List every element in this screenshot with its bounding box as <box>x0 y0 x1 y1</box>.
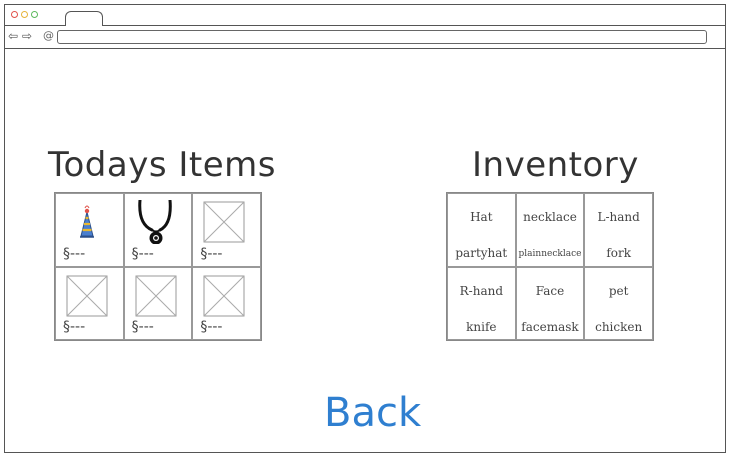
slot-value: partyhat <box>455 246 508 260</box>
slot-category: R-hand <box>459 283 504 298</box>
shop-item[interactable]: §--- <box>55 266 124 340</box>
item-price: §--- <box>63 319 86 335</box>
slot-category: Face <box>535 283 565 298</box>
navigation-bar: ⇦ ⇨ @ <box>5 26 725 49</box>
item-price: §--- <box>63 245 86 262</box>
maximize-window-button[interactable] <box>31 11 38 18</box>
inventory-slot-l-hand[interactable]: L-hand fork <box>584 193 653 267</box>
todays-items-grid: §--- §--- §--- §--- §--- <box>54 192 262 341</box>
forward-arrow-icon[interactable]: ⇨ <box>22 29 33 43</box>
slot-value: knife <box>466 319 497 334</box>
item-price: §--- <box>200 245 223 262</box>
browser-tab[interactable] <box>65 11 103 26</box>
title-bar <box>5 5 725 26</box>
close-window-button[interactable] <box>11 11 18 18</box>
inventory-grid: Hat partyhat necklace plainnecklace L-ha… <box>446 192 654 341</box>
shop-item[interactable]: §--- <box>123 266 193 340</box>
image-placeholder-icon <box>203 275 245 316</box>
todays-items-title: Todays Items <box>48 145 276 185</box>
item-price: §--- <box>131 319 154 335</box>
image-placeholder-icon <box>66 275 108 316</box>
url-input[interactable] <box>57 30 707 44</box>
image-placeholder-icon <box>135 275 177 316</box>
minimize-window-button[interactable] <box>21 11 28 18</box>
shop-item[interactable]: §--- <box>123 193 193 267</box>
necklace-icon <box>137 200 172 244</box>
back-arrow-icon[interactable]: ⇦ <box>8 29 19 43</box>
slot-category: necklace <box>523 210 577 224</box>
slot-category: pet <box>608 283 629 298</box>
inventory-slot-hat[interactable]: Hat partyhat <box>447 193 516 267</box>
item-price: §--- <box>131 245 154 262</box>
back-button[interactable]: Back <box>324 390 422 436</box>
slot-category: Hat <box>470 210 493 224</box>
slot-category: L-hand <box>597 210 640 224</box>
slot-value: facemask <box>521 319 579 334</box>
shop-item[interactable]: §--- <box>192 266 261 340</box>
slot-value: fork <box>606 246 631 260</box>
slot-value: plainnecklace <box>518 249 582 259</box>
slot-value: chicken <box>595 319 643 334</box>
shop-item[interactable]: §--- <box>55 193 124 267</box>
shop-item[interactable]: §--- <box>192 193 261 267</box>
inventory-slot-r-hand[interactable]: R-hand knife <box>447 266 516 340</box>
item-price: §--- <box>200 319 223 335</box>
image-placeholder-icon <box>203 201 245 243</box>
inventory-slot-necklace[interactable]: necklace plainnecklace <box>515 193 585 267</box>
inventory-title: Inventory <box>472 145 639 185</box>
party-hat-icon <box>80 205 94 238</box>
inventory-slot-pet[interactable]: pet chicken <box>584 266 653 340</box>
url-icon: @ <box>43 29 54 42</box>
inventory-slot-face[interactable]: Face facemask <box>515 266 585 340</box>
